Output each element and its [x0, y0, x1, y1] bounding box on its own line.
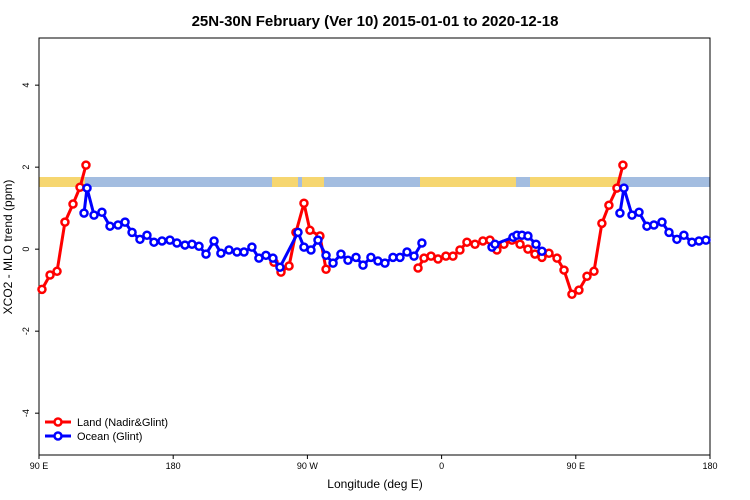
data-point [552, 253, 562, 263]
data-point [201, 249, 211, 259]
legend-marker [53, 417, 63, 427]
data-point [531, 239, 541, 249]
data-point [275, 262, 285, 272]
y-axis-label: XCO2 - MLO trend (ppm) [1, 180, 15, 315]
surface-mask-strip [39, 177, 710, 187]
data-point [293, 227, 303, 238]
data-point [615, 208, 625, 218]
data-point [135, 234, 145, 245]
x-tick-label: 90 E [30, 461, 49, 471]
data-point [60, 217, 70, 227]
y-tick-label: 2 [21, 165, 31, 170]
data-point [604, 200, 614, 211]
data-point [299, 198, 309, 208]
data-point [79, 208, 89, 218]
data-point [97, 207, 107, 218]
data-point [679, 230, 689, 240]
data-point [224, 245, 234, 255]
data-point [351, 252, 361, 263]
data-point [649, 220, 659, 230]
data-point [358, 260, 368, 270]
data-point [343, 255, 353, 265]
data-point [470, 239, 480, 249]
data-point [313, 235, 323, 245]
data-point [402, 247, 412, 257]
y-tick-label: 0 [21, 247, 31, 252]
data-point [81, 160, 91, 170]
data-point [268, 253, 278, 263]
x-tick-label: 90 W [297, 461, 319, 471]
data-point [537, 246, 547, 256]
data-point [567, 289, 577, 300]
x-tick-label: 180 [702, 461, 717, 471]
x-tick-label: 180 [166, 461, 181, 471]
data-point [239, 247, 249, 257]
y-tick-label: 4 [21, 83, 31, 88]
x-tick-label: 0 [439, 461, 444, 471]
data-point [433, 254, 443, 264]
data-point [82, 183, 92, 193]
x-axis-label: Longitude (deg E) [327, 477, 422, 491]
data-point [523, 244, 533, 254]
data-point [194, 241, 204, 252]
data-point [68, 199, 78, 209]
data-point [321, 264, 331, 275]
data-point [45, 270, 55, 280]
data-point [89, 210, 99, 220]
data-point [589, 266, 599, 277]
data-point [37, 284, 47, 295]
data-point [328, 258, 338, 268]
data-point [306, 245, 316, 255]
legend-label: Land (Nadir&Glint) [77, 417, 168, 429]
data-point [52, 266, 62, 277]
data-point [142, 230, 152, 240]
data-point [701, 235, 711, 245]
data-point [120, 217, 130, 227]
data-point [336, 249, 346, 259]
x-tick-label: 90 E [567, 461, 586, 471]
data-point [515, 239, 525, 249]
legend-marker [53, 431, 63, 441]
data-point [634, 207, 644, 218]
plot-frame [38, 37, 711, 456]
data-point [448, 251, 458, 261]
data-point [619, 183, 629, 193]
data-point [247, 242, 257, 252]
data-point [417, 238, 427, 248]
data-point [462, 237, 472, 247]
data-point [574, 285, 584, 295]
y-tick-label: -2 [21, 327, 31, 335]
data-point [321, 250, 331, 261]
data-point [413, 263, 423, 273]
data-point [597, 218, 607, 229]
data-point [523, 231, 533, 241]
data-point [127, 227, 137, 238]
data-point [490, 239, 500, 249]
data-point [284, 261, 294, 271]
data-point [149, 237, 159, 247]
data-point [366, 252, 376, 263]
data-point [157, 236, 167, 246]
data-point [455, 245, 465, 255]
data-point [216, 248, 226, 259]
data-point [559, 265, 569, 275]
data-point [395, 252, 405, 263]
data-point [582, 271, 592, 281]
data-point [209, 236, 219, 246]
data-point [105, 221, 115, 231]
data-point [664, 227, 674, 238]
data-point [409, 251, 419, 261]
data-point [305, 225, 315, 236]
data-point [618, 160, 628, 170]
chart-title: 25N-30N February (Ver 10) 2015-01-01 to … [192, 13, 559, 30]
data-point [172, 238, 182, 248]
data-point [657, 217, 667, 227]
data-point [380, 258, 390, 268]
legend-label: Ocean (Glint) [77, 431, 142, 443]
y-tick-label: -4 [21, 409, 31, 417]
data-point [672, 234, 682, 245]
